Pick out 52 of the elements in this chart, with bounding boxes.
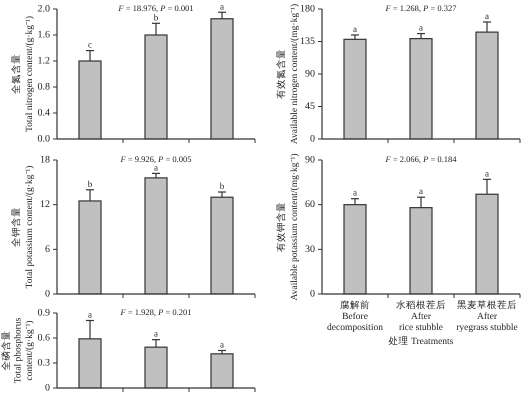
annotation: c <box>88 40 92 50</box>
annotation: F = 1.268, P = 0.327 <box>384 3 456 13</box>
y-axis-title: 全磷含量 Total phosphorus content/(g·kg⁻¹) <box>0 317 35 384</box>
y-tick-label: 0 <box>310 134 315 144</box>
y-tick-label: 0.8 <box>38 82 50 92</box>
annotation: a <box>485 168 489 178</box>
annotation: a <box>154 328 158 339</box>
x-tick-label: 黑麦草根茬后 After ryegrass stubble <box>456 299 518 333</box>
y-axis-title: 全氮含量 Total nitrogen content/(g·kg⁻¹) <box>10 16 35 132</box>
y-tick-label: 18 <box>40 154 50 166</box>
annotation: b <box>220 181 225 192</box>
y-tick-label: 180 <box>300 4 315 14</box>
x-axis-title: 处理 Treatments <box>388 335 454 347</box>
annotation: a <box>154 162 158 172</box>
annotation: a <box>353 188 357 198</box>
annotation: a <box>419 22 423 33</box>
y-axis-title: 有效氮含量 Available nitrogen content/(mg·kg⁻¹) <box>275 4 300 144</box>
y-axis-title: 全钾含量 Total potassium content/(g·kg⁻¹) <box>10 166 35 288</box>
annotation: a <box>353 24 357 34</box>
annotation: F = 1.928, P = 0.201 <box>120 307 192 317</box>
y-tick-label: 0 <box>310 288 315 300</box>
y-tick-label: 0.6 <box>38 332 50 344</box>
annotation: a <box>220 1 224 12</box>
y-tick-label: 90 <box>305 68 315 80</box>
x-tick-label: 水稻根茬后 After rice stubble <box>396 299 446 333</box>
y-tick-label: 0 <box>45 288 50 300</box>
annotation: b <box>154 12 159 22</box>
annotation: a <box>419 186 423 196</box>
annotation: b <box>88 178 93 189</box>
y-tick-label: 0.9 <box>38 308 50 318</box>
y-tick-label: 0 <box>45 382 50 394</box>
y-tick-label: 6 <box>45 244 50 255</box>
y-tick-label: 90 <box>305 154 315 166</box>
y-tick-label: 60 <box>305 199 315 210</box>
annotation: F = 2.066, P = 0.184 <box>384 154 458 164</box>
y-tick-label: 0.3 <box>38 358 50 368</box>
y-tick-label: 1.6 <box>38 30 50 40</box>
y-tick-label: 1.2 <box>38 56 50 66</box>
annotation: F = 18.976, P = 0.001 <box>117 3 194 13</box>
annotation: F = 9.926, P = 0.005 <box>120 154 192 164</box>
annotation: a <box>220 340 224 350</box>
annotation: a <box>485 11 489 21</box>
y-axis-title: 有效钾含量 Available potassium content/(mg·kg⁻¹) <box>275 153 300 301</box>
x-tick-label: 腐解前 Before decomposition <box>327 299 384 333</box>
y-tick-label: 30 <box>305 244 315 255</box>
y-tick-label: 12 <box>40 199 50 210</box>
y-tick-label: 45 <box>305 101 315 112</box>
y-tick-label: 0.0 <box>38 134 50 144</box>
annotation: a <box>88 310 92 320</box>
y-tick-label: 2.0 <box>38 4 50 14</box>
y-tick-label: 0.4 <box>38 108 50 118</box>
y-tick-label: 135 <box>300 36 315 47</box>
